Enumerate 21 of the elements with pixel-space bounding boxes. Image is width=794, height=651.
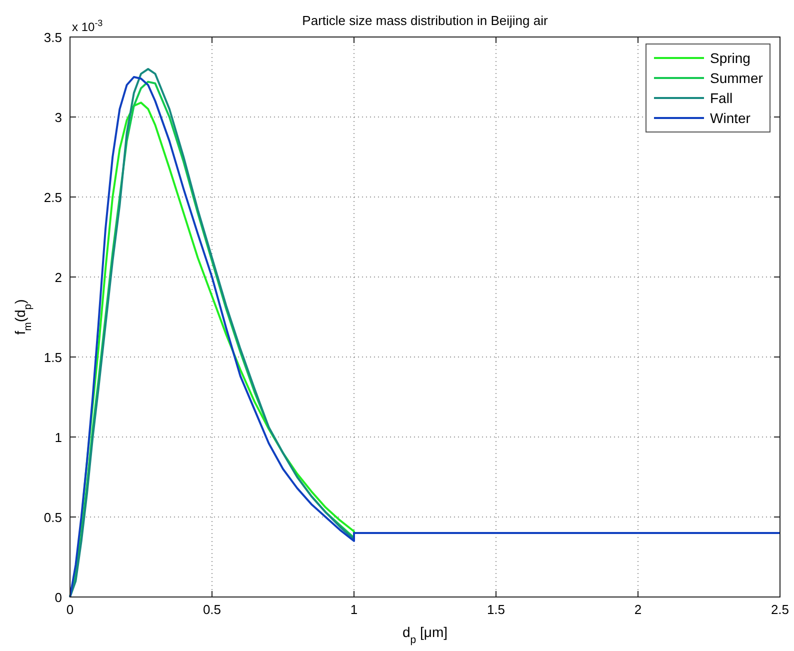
x-tick-label: 2 bbox=[634, 602, 642, 617]
legend-label: Winter bbox=[710, 110, 751, 126]
x-tick-label: 1 bbox=[350, 602, 358, 617]
y-tick-label: 2.5 bbox=[44, 190, 62, 205]
x-tick-label: 0 bbox=[66, 602, 74, 617]
legend-label: Spring bbox=[710, 50, 750, 66]
chart-title: Particle size mass distribution in Beijing air bbox=[302, 13, 548, 28]
y-tick-label: 3 bbox=[54, 110, 62, 125]
legend-label: Fall bbox=[710, 90, 733, 106]
y-tick-label: 3.5 bbox=[44, 30, 62, 45]
y-tick-label: 1 bbox=[54, 430, 62, 445]
x-tick-label: 0.5 bbox=[202, 602, 222, 617]
y-tick-label: 0.5 bbox=[44, 510, 62, 525]
y-tick-label: 0 bbox=[54, 590, 62, 605]
y-tick-label: 2 bbox=[54, 270, 62, 285]
x-tick-label: 1.5 bbox=[486, 602, 506, 617]
x-axis-title: d$_{p}$ [μm] bbox=[402, 624, 448, 646]
text: x 10$^{-3}$ bbox=[72, 18, 103, 34]
legend-label: Summer bbox=[710, 70, 764, 86]
y-tick-label: 1.5 bbox=[44, 350, 62, 365]
x-tick-label: 2.5 bbox=[770, 602, 790, 617]
